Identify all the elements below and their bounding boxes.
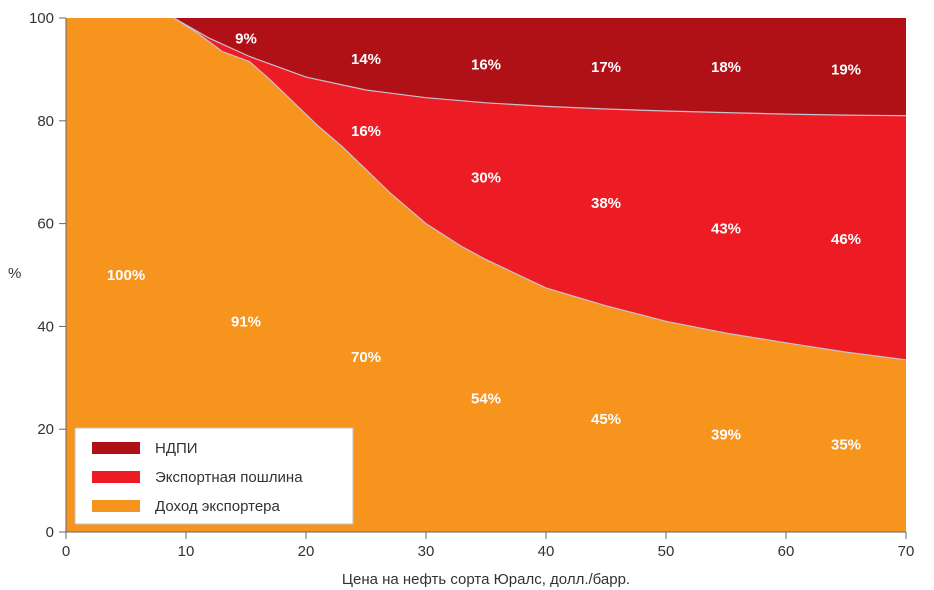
boundary-line-exporter-income [173, 17, 907, 361]
y-axis-title: % [8, 265, 21, 282]
chart-axes: 0 20 40 60 80 100 0 10 20 30 40 50 60 70 [29, 10, 914, 560]
data-label: 18% [711, 59, 741, 76]
x-tick-label: 70 [898, 543, 915, 560]
y-tick-label: 100 [29, 10, 54, 27]
data-label: 9% [235, 31, 257, 48]
y-tick-label: 0 [46, 524, 54, 541]
boundary-line-export-duty [173, 17, 907, 117]
data-label: 14% [351, 51, 381, 68]
x-tick-label: 50 [658, 543, 675, 560]
x-tick-label: 0 [62, 543, 70, 560]
y-tick-label: 20 [37, 421, 54, 438]
data-label: 19% [831, 61, 861, 78]
data-label: 91% [231, 313, 261, 330]
y-tick-label: 40 [37, 318, 54, 335]
data-label: 46% [831, 231, 861, 248]
legend-swatch [92, 442, 140, 454]
x-axis-title: Цена на нефть сорта Юралс, долл./барр. [342, 571, 630, 588]
y-tick-label: 60 [37, 216, 54, 233]
legend: НДПИ Экспортная пошлина Доход экспортера [74, 427, 354, 525]
legend-label: НДПИ [155, 440, 198, 457]
data-label: 16% [351, 123, 381, 140]
x-tick-label: 60 [778, 543, 795, 560]
legend-swatch [92, 471, 140, 483]
data-label: 16% [471, 56, 501, 73]
data-label: 70% [351, 349, 381, 366]
data-label: 30% [471, 169, 501, 186]
area-exporter-income [66, 18, 906, 532]
legend-swatch [92, 500, 140, 512]
x-tick-label: 20 [298, 543, 315, 560]
chart-areas [66, 17, 907, 532]
data-label: 35% [831, 437, 861, 454]
x-tick-label: 40 [538, 543, 555, 560]
data-labels: 100% 91% 70% 54% 45% 39% 35% 16% 30% 38% 43% 46% 9% 1… [107, 31, 861, 454]
data-label: 39% [711, 426, 741, 443]
data-label: 38% [591, 195, 621, 212]
y-tick-label: 80 [37, 113, 54, 130]
data-label: 17% [591, 59, 621, 76]
x-tick-label: 10 [178, 543, 195, 560]
legend-label: Доход экспортера [155, 498, 281, 515]
legend-label: Экспортная пошлина [155, 469, 303, 486]
data-label: 43% [711, 221, 741, 238]
data-label: 54% [471, 390, 501, 407]
x-tick-label: 30 [418, 543, 435, 560]
data-label: 100% [107, 267, 145, 284]
data-label: 45% [591, 411, 621, 428]
